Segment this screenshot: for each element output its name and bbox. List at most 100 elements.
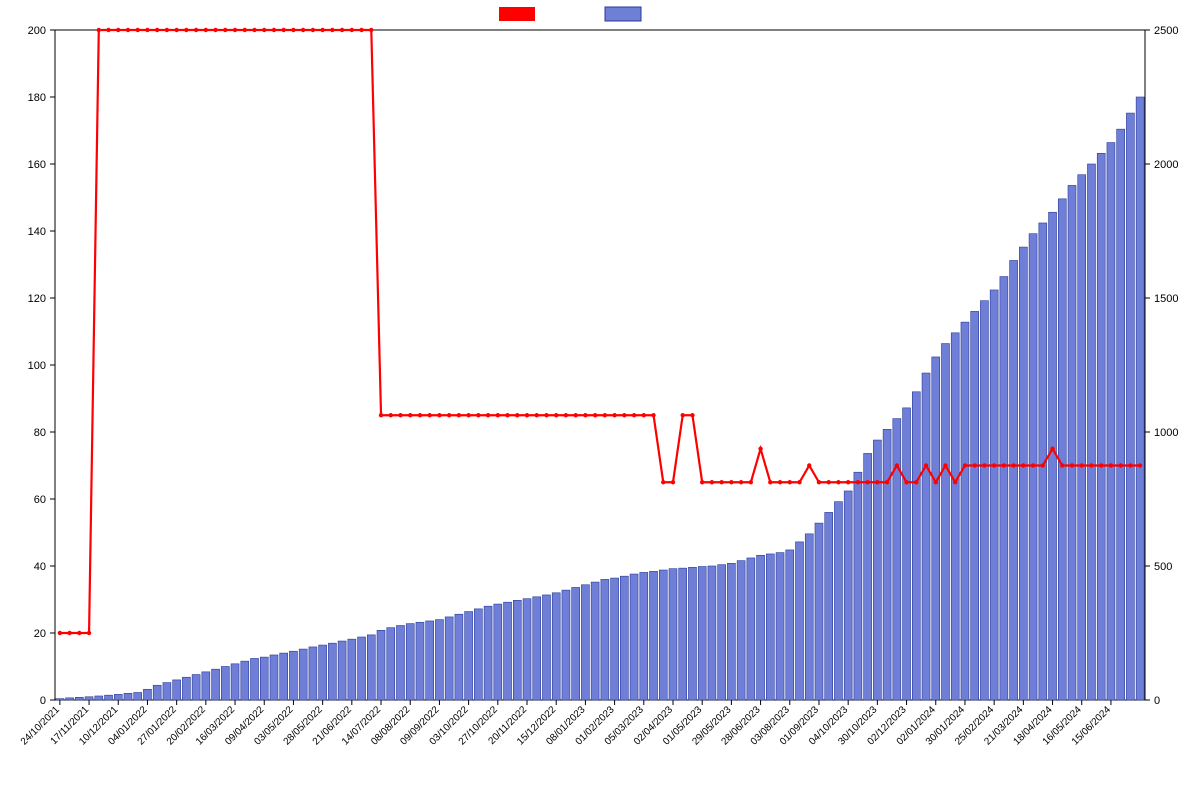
line-marker — [1138, 463, 1142, 467]
bar — [942, 344, 950, 700]
y-left-tick-label: 0 — [40, 695, 46, 707]
bar — [338, 641, 346, 700]
bar — [484, 606, 492, 700]
bar — [1097, 153, 1105, 700]
bar — [961, 322, 969, 700]
bar — [1068, 185, 1076, 700]
bar — [426, 621, 434, 700]
bar — [192, 675, 200, 700]
bar — [251, 658, 259, 700]
bar — [202, 672, 210, 700]
line-marker — [204, 28, 208, 32]
y-left-tick-label: 40 — [34, 561, 46, 573]
line-marker — [554, 413, 558, 417]
bar — [659, 570, 667, 700]
bar — [1078, 175, 1086, 700]
bar — [562, 590, 570, 700]
bar — [572, 587, 580, 700]
bar — [504, 602, 512, 700]
bar — [105, 695, 113, 700]
bar — [1049, 212, 1057, 700]
line-marker — [836, 480, 840, 484]
legend-swatch-line — [499, 7, 535, 21]
y-left-tick-label: 120 — [28, 293, 46, 305]
bar — [640, 572, 648, 700]
line-marker — [243, 28, 247, 32]
line-marker — [642, 413, 646, 417]
bar — [815, 523, 823, 700]
line-marker — [1021, 463, 1025, 467]
legend-swatch-bar — [605, 7, 641, 21]
line-marker — [515, 413, 519, 417]
line-marker — [535, 413, 539, 417]
line-marker — [320, 28, 324, 32]
line-marker — [1118, 463, 1122, 467]
y-left-tick-label: 180 — [28, 92, 46, 104]
line-marker — [379, 413, 383, 417]
bar — [679, 568, 687, 700]
line-marker — [126, 28, 130, 32]
line-marker — [301, 28, 305, 32]
line-marker — [778, 480, 782, 484]
line-marker — [359, 28, 363, 32]
y-left-tick-label: 80 — [34, 427, 46, 439]
line-marker — [369, 28, 373, 32]
bar — [75, 697, 83, 700]
bar — [766, 554, 774, 700]
line-marker — [817, 480, 821, 484]
line-marker — [1070, 463, 1074, 467]
bar — [163, 683, 171, 700]
line-marker — [544, 413, 548, 417]
line-marker — [768, 480, 772, 484]
line-marker — [311, 28, 315, 32]
line-marker — [252, 28, 256, 32]
line-marker — [447, 413, 451, 417]
line-marker — [466, 413, 470, 417]
line-marker — [865, 480, 869, 484]
line-marker — [895, 463, 899, 467]
bar — [231, 664, 239, 700]
bar — [66, 698, 74, 700]
bar — [688, 567, 696, 700]
bar — [533, 597, 541, 700]
line-marker — [982, 463, 986, 467]
y-left-tick-label: 160 — [28, 159, 46, 171]
bar — [474, 609, 482, 700]
line-marker — [1128, 463, 1132, 467]
bar — [114, 694, 122, 700]
line-marker — [797, 480, 801, 484]
bar — [912, 392, 920, 700]
line-marker — [632, 413, 636, 417]
bar — [1107, 143, 1115, 700]
line-marker — [1002, 463, 1006, 467]
line-marker — [136, 28, 140, 32]
line-marker — [573, 413, 577, 417]
bar — [348, 639, 356, 700]
bar — [445, 617, 453, 700]
line-marker — [875, 480, 879, 484]
line-marker — [330, 28, 334, 32]
bar — [844, 491, 852, 700]
line-marker — [272, 28, 276, 32]
bar — [367, 635, 375, 700]
line-marker — [758, 447, 762, 451]
line-marker — [914, 480, 918, 484]
bar — [1087, 164, 1095, 700]
combo-chart: 0204060801001201401601802000500100015002… — [0, 0, 1200, 800]
bar — [990, 290, 998, 700]
line-marker — [398, 413, 402, 417]
chart-svg: 0204060801001201401601802000500100015002… — [0, 0, 1200, 800]
line-marker — [934, 480, 938, 484]
line-marker — [807, 463, 811, 467]
line-marker — [710, 480, 714, 484]
line-marker — [1080, 463, 1084, 467]
line-marker — [788, 480, 792, 484]
y-right-tick-label: 500 — [1154, 561, 1172, 573]
bar — [932, 357, 940, 700]
bar — [854, 472, 862, 700]
line-marker — [291, 28, 295, 32]
line-marker — [262, 28, 266, 32]
bar — [620, 576, 628, 700]
line-marker — [603, 413, 607, 417]
bar — [805, 534, 813, 700]
